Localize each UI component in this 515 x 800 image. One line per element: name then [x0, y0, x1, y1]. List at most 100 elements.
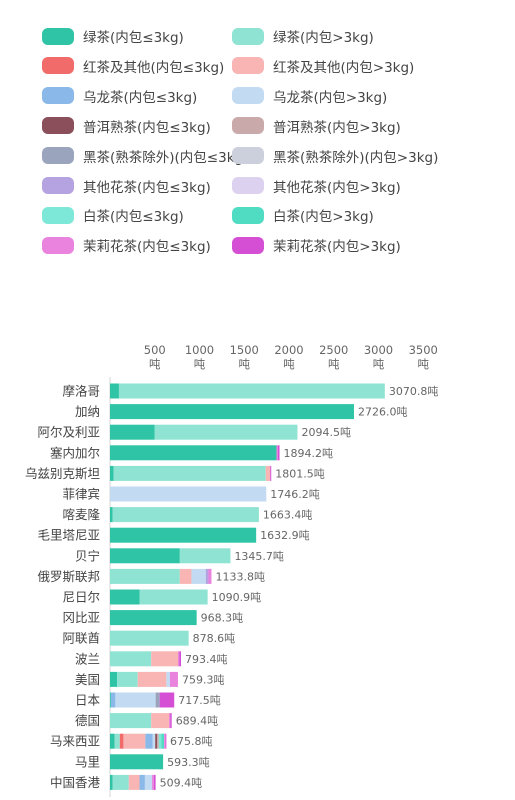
- total-label: 1894.2吨: [284, 447, 334, 460]
- bar-segment: [165, 733, 167, 749]
- legend-label: 白茶(内包≤3kg): [83, 209, 184, 226]
- bar-segment: [110, 692, 111, 708]
- legend-label: 普洱熟茶(内包≤3kg): [83, 119, 211, 136]
- total-label: 1133.8吨: [215, 570, 265, 583]
- legend-item[interactable]: 茉莉花茶(内包>3kg): [232, 234, 401, 256]
- bar-segment: [123, 733, 146, 749]
- bar-segment: [110, 651, 152, 667]
- total-label: 717.5吨: [178, 694, 221, 707]
- total-label: 1090.9吨: [212, 591, 262, 604]
- bar-segment: [115, 692, 156, 708]
- total-label: 1746.2吨: [270, 488, 320, 501]
- legend-item[interactable]: 其他花茶(内包≤3kg): [42, 175, 211, 197]
- bar-segment: [110, 507, 113, 523]
- total-label: 793.4吨: [185, 653, 228, 666]
- legend-item[interactable]: 红茶及其他(内包>3kg): [232, 55, 414, 77]
- bar-row: 马来西亚 675.8吨: [50, 733, 213, 749]
- bar-row: 冈比亚 968.3吨: [62, 610, 244, 626]
- legend-item[interactable]: 红茶及其他(内包≤3kg): [42, 55, 224, 77]
- bar-segment: [205, 568, 209, 584]
- bar-segment: [110, 445, 277, 461]
- bar-row: 日本 717.5吨: [75, 692, 221, 708]
- x-tick-unit: 吨: [418, 357, 430, 371]
- chart-legend: 绿茶(内包≤3kg) 绿茶(内包>3kg) 红茶及其他(内包≤3kg) 红茶及其他(内…: [0, 0, 515, 270]
- bar-segment: [137, 671, 167, 687]
- bar-segment: [191, 568, 206, 584]
- bar-row: 贝宁 1345.7吨: [75, 548, 284, 564]
- legend-item[interactable]: 黑茶(熟茶除外)(内包≤3kg): [42, 145, 248, 167]
- bar-segment: [110, 589, 140, 605]
- legend-label: 黑茶(熟茶除外)(内包≤3kg): [83, 149, 249, 166]
- bar-segment: [179, 568, 192, 584]
- bar-segment: [118, 383, 385, 399]
- category-label: 尼日尔: [62, 590, 100, 605]
- bar-segment: [153, 774, 156, 790]
- total-label: 2094.5吨: [301, 426, 351, 439]
- bar-segment: [110, 754, 164, 770]
- legend-item[interactable]: 其他花茶(内包>3kg): [232, 175, 401, 197]
- legend-item[interactable]: 绿茶(内包≤3kg): [42, 25, 184, 47]
- bar-segment: [110, 527, 257, 543]
- x-tick-label: 3000: [364, 343, 393, 357]
- legend-item[interactable]: 普洱熟茶(内包≤3kg): [42, 115, 211, 137]
- legend-item[interactable]: 绿茶(内包>3kg): [232, 25, 374, 47]
- category-label: 美国: [75, 672, 100, 687]
- x-tick-unit: 吨: [239, 357, 251, 371]
- category-label: 喀麦隆: [62, 507, 100, 522]
- legend-label: 普洱熟茶(内包>3kg): [273, 119, 401, 136]
- x-tick-unit: 吨: [283, 357, 295, 371]
- total-label: 1632.9吨: [260, 529, 310, 542]
- bar-segment: [208, 568, 212, 584]
- x-tick-unit: 吨: [373, 357, 385, 371]
- bar-segment: [144, 774, 153, 790]
- category-label: 阿尔及利亚: [37, 425, 100, 440]
- legend-item[interactable]: 乌龙茶(内包≤3kg): [42, 85, 197, 107]
- legend-item[interactable]: 乌龙茶(内包>3kg): [232, 85, 387, 107]
- bar-segment: [152, 774, 154, 790]
- total-label: 2726.0吨: [358, 406, 408, 419]
- x-tick-label: 2500: [319, 343, 348, 357]
- category-label: 中国香港: [50, 775, 101, 790]
- bar-segment: [156, 733, 159, 749]
- total-label: 509.4吨: [160, 776, 203, 789]
- legend-swatch: [42, 206, 74, 224]
- category-label: 毛里塔尼亚: [37, 528, 100, 543]
- total-label: 689.4吨: [176, 715, 219, 728]
- bar-segment: [155, 733, 157, 749]
- legend-label: 其他花茶(内包>3kg): [273, 179, 401, 196]
- x-tick-label: 1000: [185, 343, 214, 357]
- bar-row: 塞内加尔 1894.2吨: [50, 445, 334, 461]
- bar-segment: [270, 465, 272, 481]
- bar-segment: [159, 692, 175, 708]
- bar-segment: [179, 548, 231, 564]
- legend-swatch: [232, 57, 264, 75]
- x-tick-label: 3500: [409, 343, 438, 357]
- category-label: 俄罗斯联邦: [37, 569, 100, 584]
- bar-segment: [110, 713, 152, 729]
- bar-segment: [145, 733, 153, 749]
- total-label: 968.3吨: [201, 612, 244, 625]
- legend-item[interactable]: 茉莉花茶(内包≤3kg): [42, 234, 211, 256]
- bar-segment: [110, 383, 119, 399]
- bar-segment: [110, 568, 180, 584]
- total-label: 675.8吨: [170, 735, 213, 748]
- bar-segment: [139, 589, 208, 605]
- legend-swatch: [42, 57, 74, 75]
- bar-segment: [113, 465, 266, 481]
- legend-label: 红茶及其他(内包≤3kg): [83, 59, 225, 76]
- category-label: 德国: [75, 713, 100, 728]
- category-label: 冈比亚: [62, 610, 100, 625]
- legend-item[interactable]: 普洱熟茶(内包>3kg): [232, 115, 401, 137]
- legend-item[interactable]: 黑茶(熟茶除外)(内包>3kg): [232, 145, 438, 167]
- total-label: 1663.4吨: [263, 509, 313, 522]
- bar-row: 菲律宾 1746.2吨: [62, 486, 320, 502]
- legend-item[interactable]: 白茶(内包≤3kg): [42, 204, 184, 226]
- bar-segment: [179, 651, 182, 667]
- bar-row: 摩洛哥 3070.8吨: [62, 383, 438, 399]
- bar-segment: [152, 733, 156, 749]
- total-label: 878.6吨: [193, 632, 236, 645]
- x-tick-label: 1500: [230, 343, 259, 357]
- legend-swatch: [232, 147, 264, 165]
- legend-item[interactable]: 白茶(内包>3kg): [232, 204, 374, 226]
